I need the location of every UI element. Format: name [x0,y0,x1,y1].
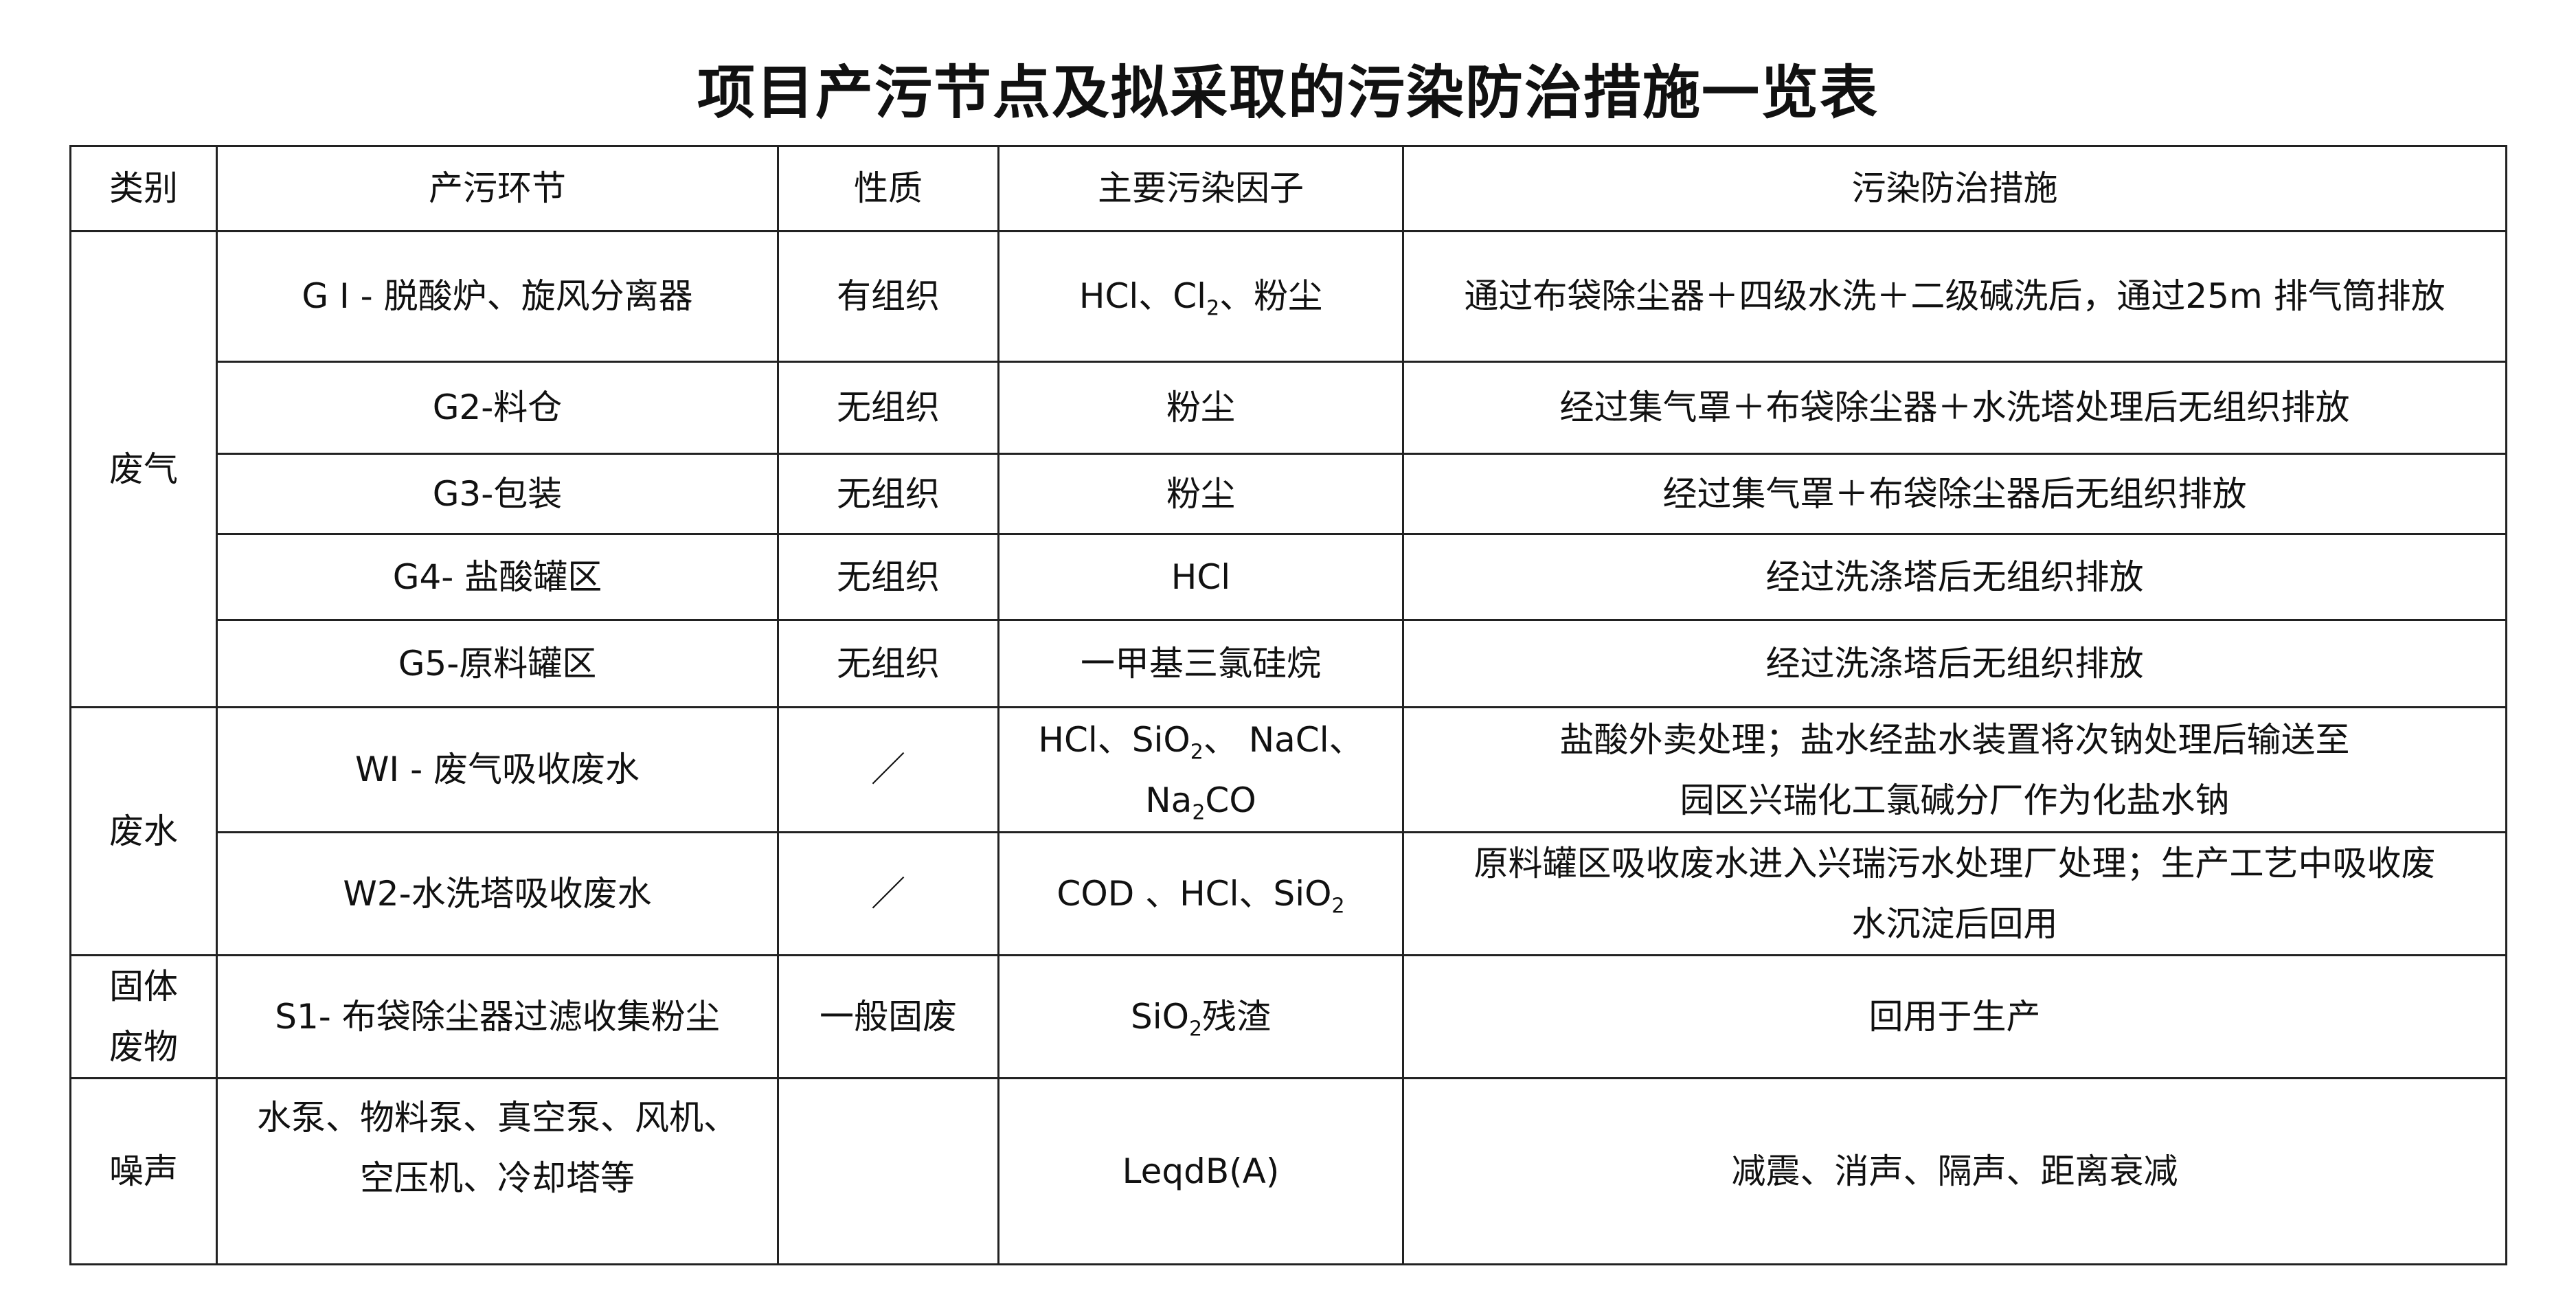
header-factor: 主要污染因子 [997,145,1404,232]
measure-cell: 盐酸外卖处理；盐水经盐水装置将次钠处理后输送至 园区兴瑞化工氯碱分厂作为化盐水钠 [1402,706,2507,833]
factor-cell: COD 、HCl、SiO2 [997,831,1404,956]
source-cell: G I - 脱酸炉、旋风分离器 [216,230,779,363]
source-cell: W2-水洗塔吸收废水 [216,831,779,956]
table-row: 废水 WI - 废气吸收废水 ／ HCl、SiO2、 NaCl、 Na2CO 盐… [69,706,2507,956]
nature-cell: 无组织 [777,453,999,535]
measure-line: 园区兴瑞化工氯碱分厂作为化盐水钠 [1680,780,2230,820]
measure-cell: 经过集气罩＋布袋除尘器＋水洗塔处理后无组织排放 [1402,361,2507,455]
category-gas: 废气 [69,230,218,708]
header-measure: 污染防治措施 [1402,145,2507,232]
source-cell: 水泵、物料泵、真空泵、风机、 空压机、冷却塔等 [216,1077,779,1265]
source-line: 空压机、冷却塔等 [360,1158,635,1198]
measure-cell: 原料罐区吸收废水进入兴瑞污水处理厂处理；生产工艺中吸收废 水沉淀后回用 [1402,831,2507,956]
factor-text: SiO [1130,996,1189,1037]
source-cell: G3-包装 [216,453,779,535]
header-row: 类别 产污环节 性质 主要污染因子 污染防治措施 [69,145,2507,232]
source-cell: WI - 废气吸收废水 [216,706,779,833]
factor-subscript: 2 [1331,894,1345,918]
factor-cell: SiO2残渣 [997,954,1404,1079]
category-line: 固体 [109,967,178,1006]
category-noise: 噪声 [69,1077,218,1265]
factor-cell: 粉尘 [997,361,1404,455]
header-category: 类别 [69,145,218,232]
nature-cell: 无组织 [777,361,999,455]
source-cell: G2-料仓 [216,361,779,455]
measure-cell: 经过洗涤塔后无组织排放 [1402,619,2507,708]
table-row: 噪声 水泵、物料泵、真空泵、风机、 空压机、冷却塔等 LeqdB(A) 减震、消… [69,1077,2507,1265]
measure-line: 水沉淀后回用 [1851,904,2058,944]
factor-cell: HCl、SiO2、 NaCl、 Na2CO [997,706,1404,833]
factor-cell: 粉尘 [997,453,1404,535]
measure-line: 原料罐区吸收废水进入兴瑞污水处理厂处理；生产工艺中吸收废 [1473,844,2436,883]
nature-cell: 无组织 [777,619,999,708]
factor-text: HCl、SiO [1038,719,1190,760]
measure-cell: 通过布袋除尘器＋四级水洗＋二级碱洗后，通过25m 排气筒排放 [1402,230,2507,363]
factor-subscript: 2 [1192,800,1206,824]
page-title: 项目产污节点及拟采取的污染防治措施一览表 [697,59,1879,126]
factor-text: CO [1205,780,1256,820]
nature-cell: 有组织 [777,230,999,363]
source-cell: S1- 布袋除尘器过滤收集粉尘 [216,954,779,1079]
table-row: G5-原料罐区 无组织 一甲基三氯硅烷 经过洗涤塔后无组织排放 [71,619,2507,708]
nature-cell: 无组织 [777,533,999,621]
factor-text: 、粉尘 [1219,276,1323,316]
category-solid: 固体 废物 [69,954,218,1079]
measure-cell: 减震、消声、隔声、距离衰减 [1402,1077,2507,1265]
factor-text: 残渣 [1202,996,1272,1037]
category-line: 废物 [109,1027,178,1067]
factor-subscript: 2 [1206,296,1220,321]
factor-line: HCl、SiO2、 NaCl、 [999,710,1402,770]
nature-cell: ／ [777,831,999,956]
factor-cell: LeqdB(A) [997,1077,1404,1265]
factor-cell: HCl [997,533,1404,621]
source-cell: G5-原料罐区 [216,619,779,708]
header-source: 产污环节 [216,145,779,232]
factor-subscript: 2 [1188,1017,1203,1041]
table-row: G4- 盐酸罐区 无组织 HCl 经过洗涤塔后无组织排放 [71,533,2507,621]
measure-cell: 回用于生产 [1402,954,2507,1079]
measure-line: 盐酸外卖处理；盐水经盐水装置将次钠处理后输送至 [1559,719,2350,760]
source-line: 水泵、物料泵、真空泵、风机、 [257,1098,738,1138]
factor-line: Na2CO [999,770,1402,831]
factor-text: COD 、HCl、SiO [1057,873,1332,914]
factor-cell: 一甲基三氯硅烷 [997,619,1404,708]
nature-cell [777,1077,999,1265]
measure-cell: 经过洗涤塔后无组织排放 [1402,533,2507,621]
measure-cell: 经过集气罩＋布袋除尘器后无组织排放 [1402,453,2507,535]
table-row: G2-料仓 无组织 粉尘 经过集气罩＋布袋除尘器＋水洗塔处理后无组织排放 [71,361,2507,455]
nature-cell: 一般固废 [777,954,999,1079]
table-row: W2-水洗塔吸收废水 ／ COD 、HCl、SiO2 原料罐区吸收废水进入兴瑞污… [71,831,2507,956]
factor-text: HCl、Cl [1078,276,1207,316]
factor-subscript: 2 [1190,740,1204,764]
category-water: 废水 [69,706,218,956]
source-cell: G4- 盐酸罐区 [216,533,779,621]
factor-text: 、 NaCl、 [1203,719,1364,760]
table-row: 固体 废物 S1- 布袋除尘器过滤收集粉尘 一般固废 SiO2残渣 回用于生产 [69,954,2507,1079]
header-nature: 性质 [777,145,999,232]
table-row: G3-包装 无组织 粉尘 经过集气罩＋布袋除尘器后无组织排放 [71,453,2507,535]
factor-cell: HCl、Cl2、粉尘 [997,230,1404,363]
table-row: 废气 G I - 脱酸炉、旋风分离器 有组织 HCl、Cl2、粉尘 通过布袋除尘… [69,230,2507,708]
factor-text: Na [1145,780,1193,820]
pollution-measures-table: 类别 产污环节 性质 主要污染因子 污染防治措施 废气 G I - 脱酸炉、旋风… [69,145,2507,1265]
nature-cell: ／ [777,706,999,833]
